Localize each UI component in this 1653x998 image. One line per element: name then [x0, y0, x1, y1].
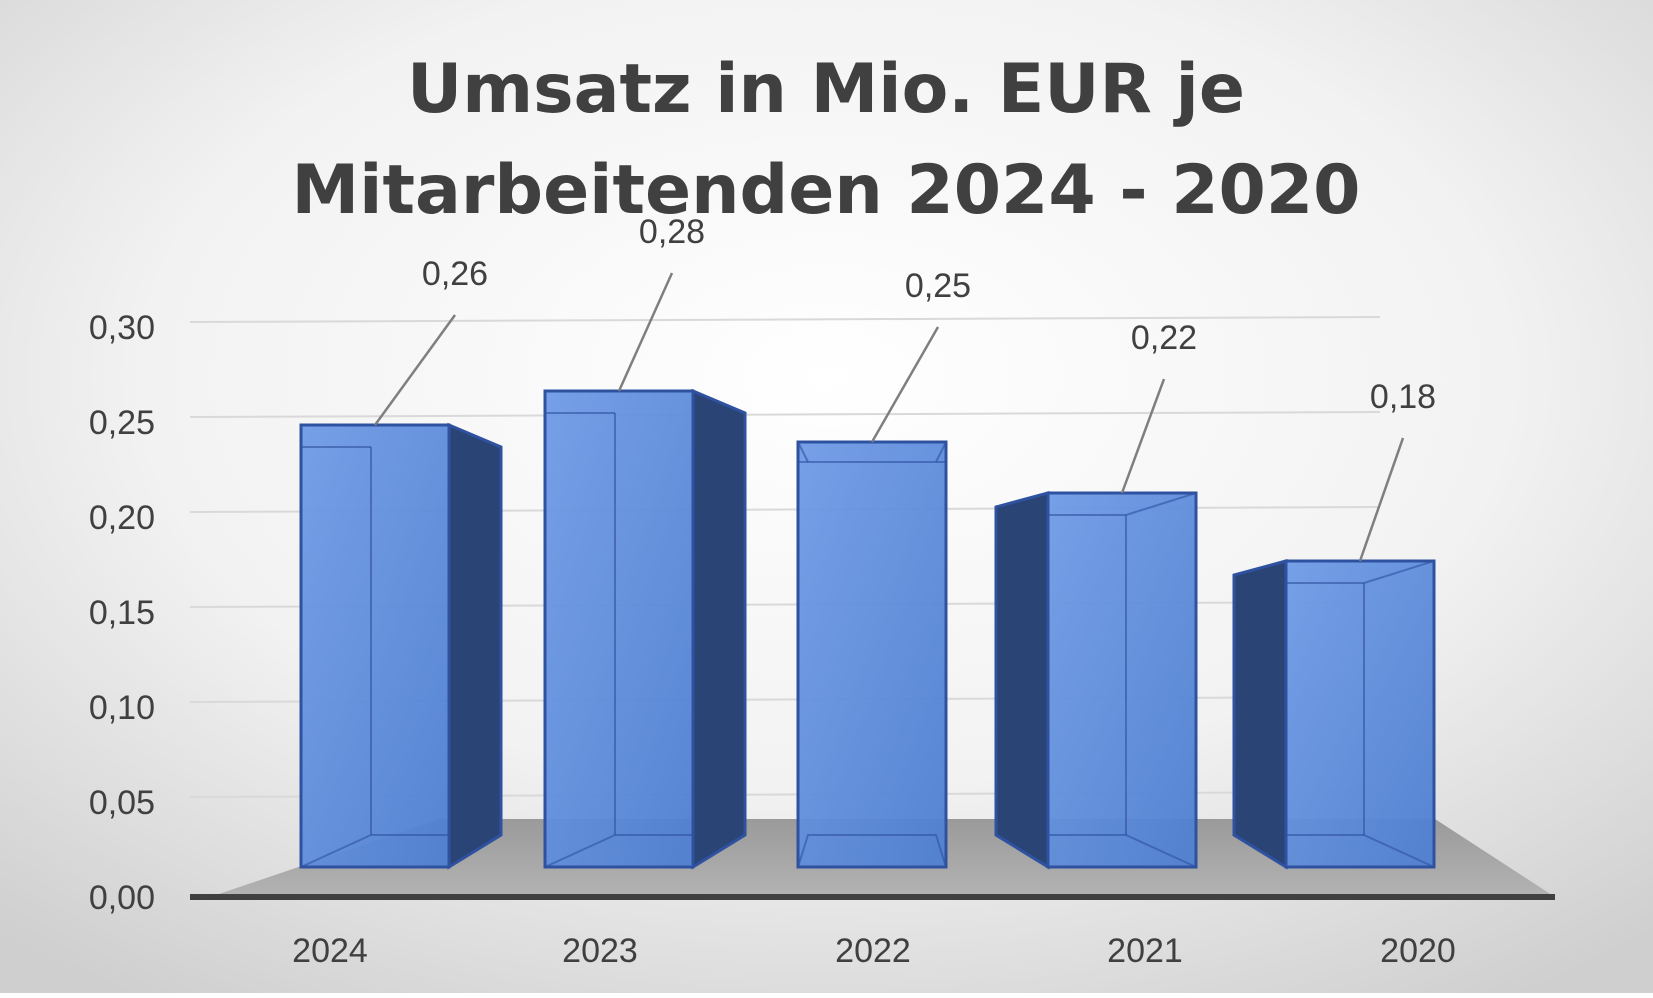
bar-side-face	[994, 491, 1050, 870]
y-tick-label: 0,00	[89, 879, 155, 917]
data-label-leader	[1120, 378, 1166, 494]
bar-front-face	[543, 389, 695, 869]
bar-inner-edge	[1286, 834, 1435, 868]
bar-side-face	[1232, 559, 1288, 870]
bars	[299, 388, 1436, 870]
bar-inner-edge	[544, 834, 693, 868]
gridline	[189, 411, 1381, 418]
bar-side-face	[691, 388, 747, 870]
x-category-label: 2023	[562, 932, 638, 970]
bar-inner-edge	[797, 441, 809, 463]
bar-inner-edge	[797, 834, 947, 868]
x-category-label: 2021	[1107, 932, 1183, 970]
bar-2021	[994, 491, 1198, 870]
y-tick-label: 0,15	[89, 594, 155, 632]
data-label-leader	[373, 314, 457, 426]
x-category-label: 2024	[292, 932, 368, 970]
data-label-leader	[870, 326, 940, 443]
y-tick-label: 0,25	[89, 404, 155, 442]
chart-title-line-2: Mitarbeitenden 2024 - 2020	[291, 151, 1360, 230]
data-label: 0,22	[1131, 319, 1197, 357]
x-category-label: 2020	[1380, 932, 1456, 970]
chart-title-line-1: Umsatz in Mio. EUR je	[407, 50, 1245, 129]
chart-title: Umsatz in Mio. EUR je Mitarbeitenden 202…	[291, 50, 1360, 230]
bar-inner-edge	[1125, 492, 1197, 516]
data-label: 0,25	[905, 267, 971, 305]
bar-2022	[796, 440, 948, 869]
bar-inner-edge	[300, 834, 449, 868]
bar-front-face	[1046, 491, 1198, 869]
data-label-leader	[617, 272, 674, 392]
x-category-label: 2022	[835, 932, 911, 970]
bar-inner-edge	[1048, 834, 1197, 868]
bar-inner-edge	[935, 441, 947, 463]
y-tick-label: 0,30	[89, 309, 155, 347]
y-tick-label: 0,10	[89, 689, 155, 727]
data-label: 0,28	[639, 213, 705, 251]
gridline	[189, 316, 1381, 323]
bar-inner-edge	[1285, 561, 1364, 584]
bar-2024	[299, 422, 503, 870]
axes: 0,00 0,05 0,10 0,15 0,20 0,25 0,30 2024 2023 2022…	[89, 309, 1555, 970]
y-tick-label: 0,20	[89, 499, 155, 537]
bar-inner-edge	[1047, 493, 1126, 516]
data-label-leader	[1358, 437, 1405, 562]
bar-2020	[1232, 559, 1436, 870]
bar-inner-edge	[1363, 560, 1435, 584]
data-labels: 0,26 0,28 0,25 0,22 0,18	[373, 213, 1436, 562]
data-label: 0,26	[422, 255, 488, 293]
bar-side-face	[447, 422, 503, 870]
bar-front-face	[299, 423, 451, 869]
bar-front-face	[1284, 559, 1436, 869]
y-tick-label: 0,05	[89, 784, 155, 822]
bar-front-face	[796, 440, 948, 869]
data-label: 0,18	[1370, 378, 1436, 416]
bar-2023	[543, 388, 747, 870]
